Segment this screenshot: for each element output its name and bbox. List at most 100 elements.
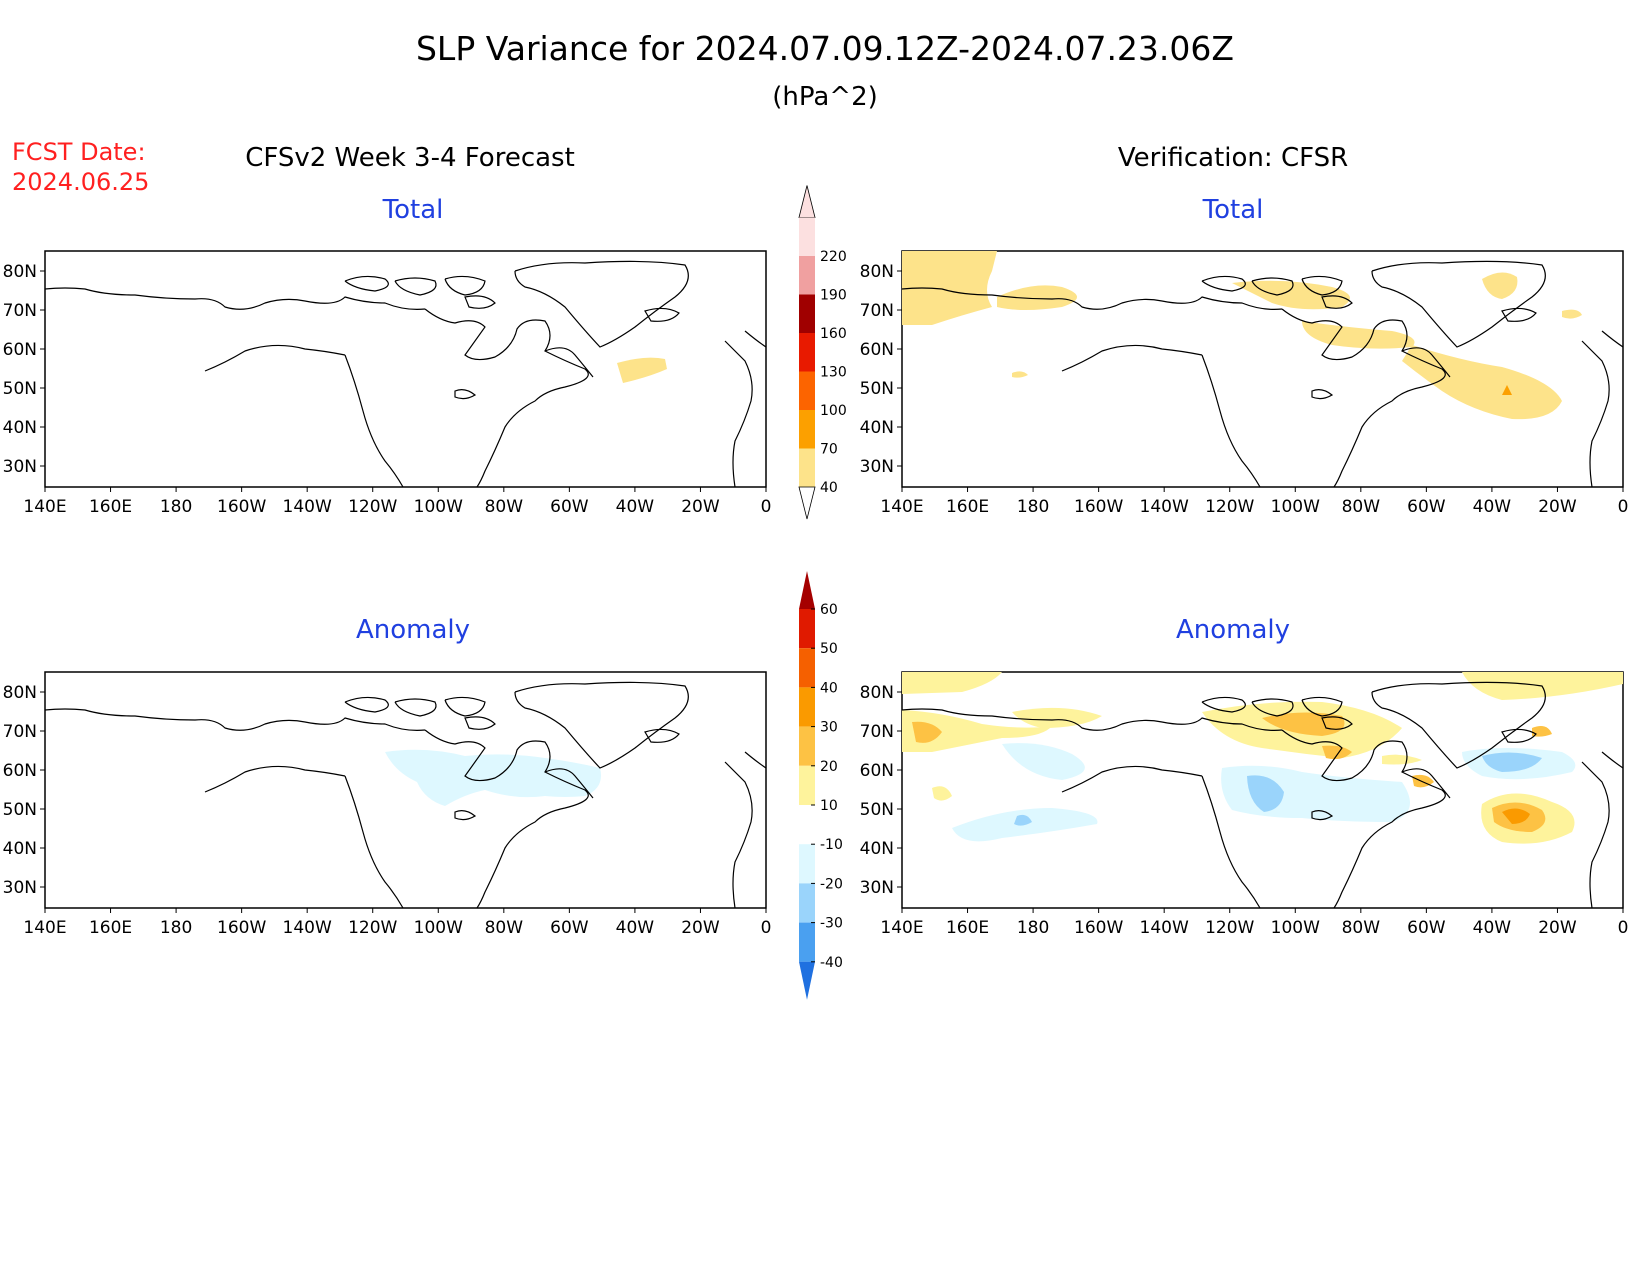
- forecast-column-title: CFSv2 Week 3-4 Forecast: [245, 143, 575, 173]
- colorbar-label: 40: [820, 680, 838, 696]
- shading-layer: [617, 357, 667, 383]
- anomaly-shade: [1002, 743, 1085, 780]
- lon-labels: 140E 160E 180 160W 140W 120W 100W 80W 60W 40W 20W 0: [880, 908, 1628, 938]
- lon-tick-label: 20W: [681, 497, 720, 517]
- colorbar-label: -30: [820, 916, 843, 932]
- colorbar-label: 220: [820, 249, 847, 265]
- coastline-segment: [1501, 307, 1537, 322]
- lon-labels: 140E 160E 180 160W 140W 120W 100W 80W 60W 40W 20W 0: [880, 487, 1628, 517]
- coastline-segment: [1321, 295, 1353, 309]
- lat-labels: 80N 70N 60N 50N 40N 30N: [860, 262, 902, 477]
- coastline-segment: [1201, 354, 1261, 488]
- lat-tick-label: 50N: [860, 379, 894, 399]
- coastline-segment: [1501, 728, 1537, 743]
- colorbar-swatch: [799, 648, 815, 688]
- colorbar-arrow-top: [799, 571, 815, 609]
- colorbar-anomaly: 60 50 40 30 20 10 -10 -20 -30 -40: [799, 571, 843, 1000]
- colorbar-swatch: [799, 726, 815, 766]
- forecast-anomaly-subtitle: Anomaly: [356, 615, 470, 645]
- lat-tick-label: 60N: [860, 340, 894, 360]
- lon-tick-label: 160W: [217, 918, 266, 938]
- colorbar-label: 60: [820, 602, 838, 618]
- coastline-segment: [204, 344, 346, 372]
- lon-tick-label: 0: [1618, 918, 1629, 938]
- colorbar-swatch: [799, 922, 815, 962]
- lon-tick-label: 100W: [414, 918, 463, 938]
- variance-shade: [1302, 321, 1415, 349]
- variance-shade: [1402, 345, 1562, 420]
- map-frame: [44, 671, 767, 909]
- coastline-segment: [1201, 696, 1246, 713]
- lon-tick-label: 140E: [880, 497, 923, 517]
- coastline-segment: [724, 761, 753, 909]
- coastline-segment: [1321, 716, 1353, 730]
- anomaly-shade: [385, 749, 601, 806]
- lon-tick-label: 0: [761, 497, 772, 517]
- coastline-segment: [1371, 681, 1546, 769]
- colorbar-swatch: [799, 844, 815, 884]
- coastline-segment: [1301, 696, 1343, 717]
- coastline-segment: [744, 330, 767, 348]
- lat-tick-label: 50N: [860, 800, 894, 820]
- lat-tick-label: 80N: [860, 262, 894, 282]
- colorbar-label: 50: [820, 641, 838, 657]
- units-label: (hPa^2): [772, 82, 878, 112]
- lon-tick-label: 80W: [485, 918, 524, 938]
- coastline-segment: [1201, 275, 1246, 292]
- coastline-segment: [514, 681, 689, 769]
- colorbar-swatch: [799, 609, 815, 649]
- lon-tick-label: 100W: [414, 497, 463, 517]
- coastline-segment: [724, 340, 753, 488]
- verification-total-subtitle: Total: [1202, 195, 1264, 225]
- lat-tick-label: 70N: [3, 301, 37, 321]
- coastline-segment: [1311, 389, 1334, 400]
- coastline-segment: [424, 308, 589, 488]
- colorbar-label: 40: [820, 480, 838, 496]
- lon-tick-label: 40W: [616, 497, 655, 517]
- anomaly-shade: [1482, 752, 1542, 772]
- coastline-segment: [1581, 761, 1610, 909]
- coastline-segment: [394, 698, 437, 717]
- variance-shade: [1562, 309, 1582, 319]
- verification-anomaly-subtitle: Anomaly: [1176, 615, 1290, 645]
- fcst-date-label: FCST Date:: [12, 138, 146, 166]
- coastline-segment: [1581, 340, 1610, 488]
- colorbar-swatch: [799, 371, 815, 410]
- lon-tick-label: 40W: [1473, 497, 1512, 517]
- lon-tick-label: 80W: [1342, 918, 1381, 938]
- colorbar-swatch: [799, 294, 815, 333]
- colorbar-swatch: [799, 687, 815, 727]
- colorbar-label: 130: [820, 365, 847, 381]
- lon-tick-label: 160W: [1074, 497, 1123, 517]
- lat-tick-label: 70N: [860, 301, 894, 321]
- anomaly-shade: [1382, 754, 1422, 765]
- coastline-segment: [464, 295, 496, 309]
- coastline-segment: [454, 389, 477, 400]
- anomaly-shade: [1247, 775, 1284, 812]
- lat-tick-label: 30N: [860, 878, 894, 898]
- map-panel-verification-anomaly: 80N 70N 60N 50N 40N 30N 140E 160E 180 160W 140W 12…: [860, 671, 1628, 938]
- coastline-segment: [1061, 765, 1203, 793]
- colorbar-swatch: [799, 448, 815, 487]
- shading-layer: [902, 251, 1582, 420]
- colorbar-arrow-bottom: [799, 961, 815, 1000]
- anomaly-shade: [1322, 745, 1352, 760]
- lon-tick-label: 160E: [89, 497, 132, 517]
- lon-tick-label: 100W: [1271, 918, 1320, 938]
- colorbar-label: 160: [820, 326, 847, 342]
- lon-tick-label: 20W: [681, 918, 720, 938]
- variance-shade: [617, 357, 667, 383]
- lon-tick-label: 140E: [23, 497, 66, 517]
- coastline-segment: [1281, 308, 1446, 488]
- colorbar-label: -20: [820, 876, 843, 892]
- lat-tick-label: 50N: [3, 379, 37, 399]
- lon-tick-label: 120W: [348, 497, 397, 517]
- anomaly-shade: [1012, 707, 1102, 728]
- variance-shade: [1232, 280, 1350, 310]
- coastline-segment: [344, 696, 389, 713]
- colorbar-swatch: [799, 883, 815, 923]
- colorbar-swatch: [799, 805, 815, 845]
- colorbar-label: -10: [820, 837, 843, 853]
- lon-tick-label: 40W: [616, 918, 655, 938]
- anomaly-shade: [1014, 814, 1032, 826]
